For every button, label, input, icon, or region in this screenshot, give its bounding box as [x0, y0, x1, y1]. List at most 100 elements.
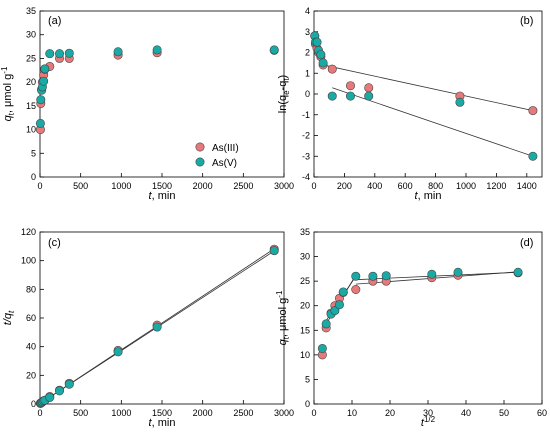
legend-label-as3: As(III): [212, 143, 239, 154]
fit-line: [323, 64, 533, 111]
data-point: [64, 48, 74, 58]
x-tick-label: 30: [423, 408, 433, 418]
data-point: [55, 49, 65, 59]
data-points: [310, 31, 538, 161]
data-point: [528, 151, 538, 161]
x-tick-label: 0: [37, 181, 42, 191]
y-axis-label: qt, μmol g-1: [0, 66, 16, 121]
data-point: [35, 118, 45, 128]
x-tick-label: 60: [537, 408, 547, 418]
data-point: [368, 271, 378, 281]
data-point: [381, 271, 391, 281]
data-points: [317, 267, 523, 360]
legend-label-as5: As(V): [212, 158, 237, 169]
data-point: [269, 45, 279, 55]
legend: As(III) As(V): [195, 142, 239, 169]
data-point: [327, 64, 337, 74]
x-tick-label: 1500: [152, 408, 172, 418]
data-point: [427, 269, 437, 279]
y-tick-label: 100: [21, 256, 36, 266]
data-point: [321, 319, 331, 329]
legend-marker-as3: [195, 142, 205, 152]
y-tick-label: 10: [300, 350, 310, 360]
y-tick-label: 60: [26, 313, 36, 323]
data-point: [364, 83, 374, 93]
data-point: [45, 49, 55, 59]
panel-a: 0 500 1000 1500 2000 2500 3000 0 5 10 15 20 25 30 35 (…: [0, 6, 294, 202]
data-point: [345, 81, 355, 91]
x-tick-label: 500: [73, 408, 88, 418]
x-axis-label: t, min: [149, 417, 176, 429]
x-tick-label: 0: [37, 408, 42, 418]
data-point: [36, 95, 46, 105]
data-point: [113, 347, 123, 357]
y-axis-label: t/qt: [2, 310, 16, 325]
y-tick-label: 35: [26, 6, 36, 16]
data-points: [35, 244, 279, 408]
data-point: [327, 91, 337, 101]
y-tick-label: 20: [26, 370, 36, 380]
x-tick-label: 1500: [152, 181, 172, 191]
y-tick-label: 10: [26, 125, 36, 135]
y-tick-label: 5: [31, 148, 36, 158]
panel-label: (c): [48, 237, 61, 249]
x-tick-label: 1000: [456, 181, 476, 191]
data-point: [528, 106, 538, 116]
x-tick-label: 3000: [274, 408, 294, 418]
y-axis-label: qt, μmol g-1: [275, 290, 291, 345]
x-tick-label: 200: [337, 181, 352, 191]
axis-ticks: 0 200 400 600 800 1000 1200 1400 -4 -3 -2 -1 0 1 2 3 4: [302, 6, 537, 191]
y-tick-label: 0: [305, 399, 310, 409]
x-tick-label: 2500: [233, 181, 253, 191]
data-points: [35, 45, 279, 135]
y-tick-label: 15: [26, 101, 36, 111]
plot-frame: [39, 10, 285, 178]
x-tick-label: 400: [367, 181, 382, 191]
y-tick-label: -2: [302, 131, 310, 141]
y-axis-label: ln(qe-qt): [277, 75, 291, 113]
x-tick-label: 800: [428, 181, 443, 191]
panel-label: (d): [520, 237, 533, 249]
data-point: [334, 300, 344, 310]
panel-d: 0 10 20 30 40 50 60 0 5 10 15 20 25 30 35 (d) t1/2 qt,…: [275, 227, 547, 429]
panel-label: (a): [48, 15, 61, 27]
y-tick-label: 30: [26, 30, 36, 40]
plot-frame: [313, 231, 543, 405]
x-tick-label: 40: [461, 408, 471, 418]
x-tick-label: 1400: [517, 181, 537, 191]
x-tick-label: 2000: [193, 408, 213, 418]
data-point: [351, 284, 361, 294]
data-point: [318, 58, 328, 68]
y-tick-label: 4: [305, 6, 310, 16]
x-axis-label: t, min: [149, 190, 176, 202]
y-tick-label: 120: [21, 227, 36, 237]
data-point: [40, 64, 50, 74]
data-point: [152, 45, 162, 55]
y-tick-label: 0: [31, 399, 36, 409]
panel-label: (b): [520, 15, 533, 27]
data-point: [364, 91, 374, 101]
data-point: [338, 287, 348, 297]
y-tick-label: 25: [300, 276, 310, 286]
y-tick-label: 2: [305, 48, 310, 58]
x-tick-label: 10: [347, 408, 357, 418]
data-point: [513, 267, 523, 277]
x-tick-label: 2500: [233, 408, 253, 418]
fit-lines: [322, 271, 519, 331]
data-point: [39, 76, 49, 86]
y-tick-label: 20: [26, 77, 36, 87]
y-tick-label: 20: [300, 301, 310, 311]
x-axis-label: t1/2: [421, 415, 436, 429]
y-tick-label: -3: [302, 151, 310, 161]
y-tick-label: 30: [300, 252, 310, 262]
data-point: [55, 386, 65, 396]
data-point: [312, 37, 322, 47]
axis-ticks: 0 500 1000 1500 2000 2500 3000 0 5 10 15 20 25 30 35: [26, 6, 294, 191]
data-point: [453, 267, 463, 277]
y-tick-label: 80: [26, 284, 36, 294]
data-point: [345, 91, 355, 101]
y-tick-label: 15: [300, 325, 310, 335]
fit-line: [332, 87, 534, 157]
y-tick-label: 5: [305, 374, 310, 384]
